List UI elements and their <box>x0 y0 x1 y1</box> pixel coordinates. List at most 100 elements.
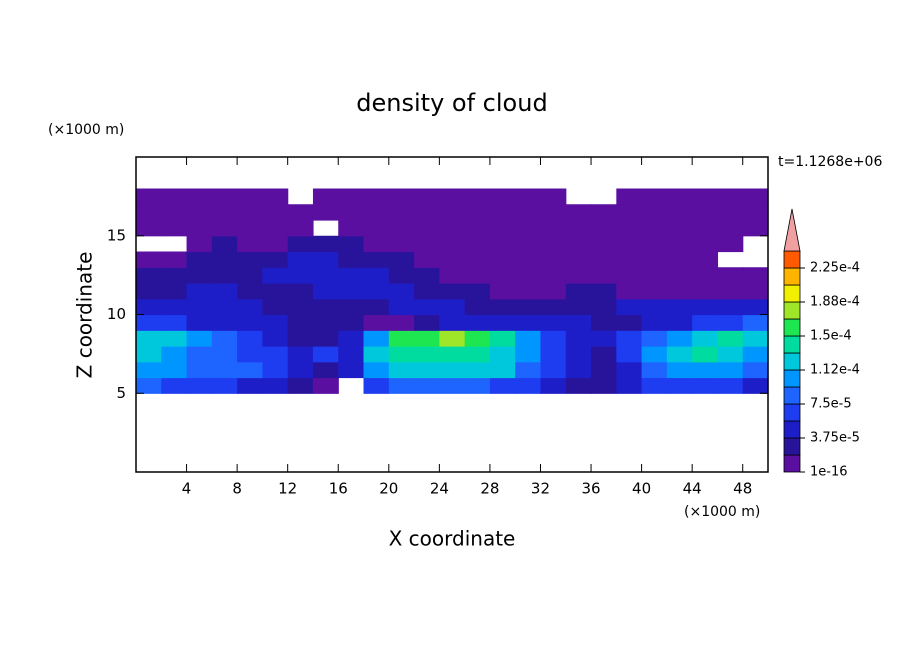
field-cell <box>717 235 744 253</box>
field-cell <box>515 361 542 379</box>
field-cell <box>363 361 390 379</box>
field-cell <box>312 283 339 300</box>
field-cell <box>666 283 693 300</box>
field-cell <box>136 283 162 300</box>
field-cell <box>742 361 769 379</box>
field-cell <box>641 330 668 347</box>
field-cell <box>161 267 188 284</box>
field-cell <box>565 361 592 379</box>
field-cell <box>312 377 339 394</box>
field-cell <box>692 204 719 221</box>
field-cell <box>464 314 491 331</box>
field-cell <box>237 267 263 284</box>
field-cell <box>161 298 188 316</box>
field-cell <box>641 204 668 221</box>
field-cell <box>363 283 390 300</box>
colorbar-overflow <box>783 208 801 252</box>
field-cell <box>439 330 466 347</box>
field-cell <box>363 204 390 221</box>
field-cell <box>136 314 162 331</box>
field-cell <box>363 188 390 205</box>
field-cell <box>565 251 592 268</box>
field-cell <box>414 314 440 331</box>
field-cell <box>262 204 289 221</box>
field-cell <box>237 330 263 347</box>
field-cell <box>641 251 668 268</box>
field-cell <box>692 346 719 363</box>
field-cell <box>742 267 769 284</box>
field-cell <box>414 251 440 268</box>
field-cell <box>489 377 516 394</box>
field-cell <box>464 377 491 394</box>
x-tick-label: 4 <box>182 480 192 498</box>
field-cell <box>540 377 567 394</box>
field-cell <box>287 283 314 300</box>
field-cell <box>338 330 365 347</box>
field-cell <box>287 346 314 363</box>
field-cell <box>312 188 339 205</box>
field-cell <box>186 204 213 221</box>
field-cell <box>515 204 542 221</box>
y-tick-label: 10 <box>107 305 126 323</box>
field-cell <box>388 235 415 253</box>
field-cell <box>211 346 238 363</box>
field-cell <box>616 283 643 300</box>
field-cell <box>338 346 365 363</box>
field-cell <box>262 361 289 379</box>
time-label: t=1.1268e+06 <box>778 154 882 170</box>
field-cell <box>287 361 314 379</box>
field-cell <box>742 377 769 394</box>
colorbar-box <box>783 267 801 286</box>
field-cell <box>414 220 440 237</box>
field-cell <box>161 330 188 347</box>
field-cell <box>641 314 668 331</box>
field-cell <box>439 220 466 237</box>
field-cell <box>540 235 567 253</box>
field-cell <box>262 330 289 347</box>
field-cell <box>262 298 289 316</box>
field-cell <box>692 283 719 300</box>
field-cell <box>211 235 238 253</box>
y-tick-label: 5 <box>116 384 126 402</box>
field-cell <box>363 235 390 253</box>
field-cell <box>186 377 213 394</box>
field-cell <box>515 267 542 284</box>
field-cell <box>439 267 466 284</box>
x-tick-label: 40 <box>632 480 651 498</box>
field-cell <box>287 204 314 221</box>
x-axis-label: X coordinate <box>389 527 516 551</box>
field-cell <box>136 361 162 379</box>
field-cell <box>161 204 188 221</box>
field-cell <box>641 283 668 300</box>
field-cell <box>464 361 491 379</box>
field-cell <box>439 188 466 205</box>
field-cell <box>692 267 719 284</box>
field-cell <box>388 377 415 394</box>
field-cell <box>287 267 314 284</box>
field-cell <box>515 377 542 394</box>
field-cell <box>211 188 238 205</box>
field-cell <box>211 204 238 221</box>
axes: 4 8 12 16 20 24 28 32 36 40 44 48510151e-163.75e-57… <box>107 156 860 498</box>
field-cell <box>237 220 263 237</box>
field-cell <box>262 235 289 253</box>
colorbar-tick-label: 7.5e-5 <box>810 397 852 412</box>
field-cell <box>338 361 365 379</box>
field-cell <box>338 283 365 300</box>
field-cell <box>287 251 314 268</box>
field-cell <box>641 220 668 237</box>
field-cell <box>464 298 491 316</box>
field-cell <box>414 361 440 379</box>
field-cell <box>287 314 314 331</box>
field-cell <box>388 188 415 205</box>
field-cell <box>666 251 693 268</box>
colorbar-box <box>783 301 801 320</box>
field-cell <box>464 204 491 221</box>
field-cell <box>161 346 188 363</box>
field-cell <box>388 314 415 331</box>
field-cell <box>414 330 440 347</box>
field-cell <box>565 298 592 316</box>
field-cell <box>388 204 415 221</box>
field-cell <box>338 235 365 253</box>
